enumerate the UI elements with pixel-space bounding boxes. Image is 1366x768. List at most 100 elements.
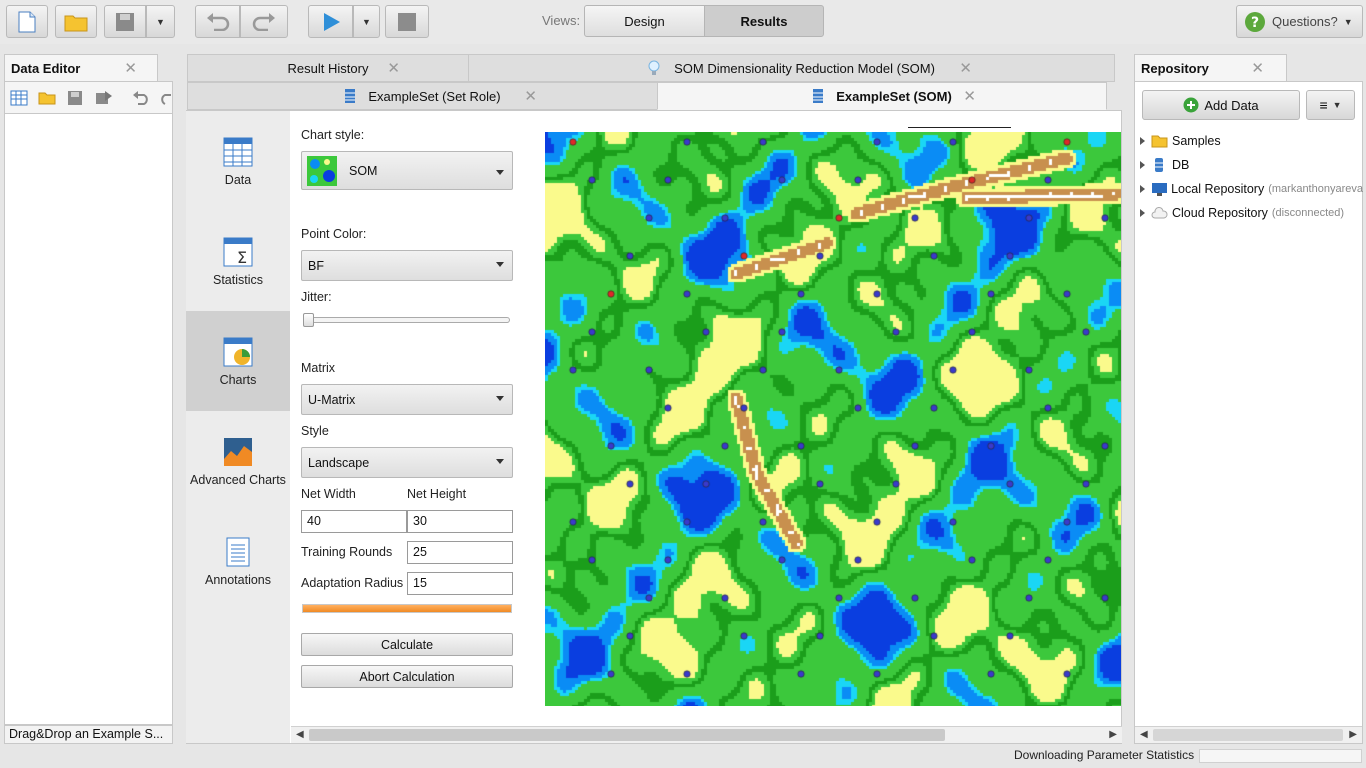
open-process-button[interactable] xyxy=(55,5,97,38)
net-height-field[interactable]: 30 xyxy=(407,510,513,533)
repo-item-cloud-repository[interactable]: Cloud Repository (disconnected) xyxy=(1140,203,1344,223)
scrollbar-thumb[interactable] xyxy=(1153,729,1343,741)
tab-result-history[interactable]: Result History ✕ xyxy=(187,54,469,82)
chevron-down-icon: ▼ xyxy=(156,16,165,27)
views-label: Views: xyxy=(542,13,581,28)
expand-arrow-icon[interactable] xyxy=(1140,137,1145,145)
redo-icon[interactable] xyxy=(159,91,171,105)
run-dropdown-button[interactable]: ▼ xyxy=(353,5,380,38)
jitter-slider-track[interactable] xyxy=(303,317,510,323)
stop-icon xyxy=(398,12,416,31)
export-icon[interactable] xyxy=(95,90,113,106)
expand-arrow-icon[interactable] xyxy=(1140,209,1145,217)
new-table-icon[interactable] xyxy=(10,90,28,106)
undo-icon[interactable] xyxy=(132,91,150,105)
scroll-left-icon[interactable]: ◀ xyxy=(296,729,304,740)
view-results-button[interactable]: Results xyxy=(704,5,824,37)
repo-item-label: Samples xyxy=(1172,134,1221,148)
run-button[interactable] xyxy=(308,5,353,38)
redo-button[interactable] xyxy=(240,5,288,38)
expand-arrow-icon[interactable] xyxy=(1140,161,1145,169)
sidenav-advanced-charts[interactable]: Advanced Charts xyxy=(186,411,290,521)
repo-item-samples[interactable]: Samples xyxy=(1140,131,1221,151)
stop-button[interactable] xyxy=(385,5,429,38)
close-icon[interactable]: ✕ xyxy=(524,88,537,105)
repo-item-note: (markanthonyareva xyxy=(1268,183,1363,195)
adaptation-radius-label: Adaptation Radius xyxy=(301,576,404,590)
sidenav-label: Advanced Charts xyxy=(190,473,286,487)
scroll-left-icon[interactable]: ◀ xyxy=(1140,729,1148,740)
sidenav-statistics[interactable]: Σ Statistics xyxy=(186,211,290,311)
close-icon[interactable]: ✕ xyxy=(387,60,400,77)
som-landscape-chart[interactable] xyxy=(545,132,1121,706)
chevron-down-icon xyxy=(496,262,504,267)
point-color-select[interactable]: BF xyxy=(301,250,513,281)
calculate-button[interactable]: Calculate xyxy=(301,633,513,656)
progress-fill xyxy=(303,605,511,612)
new-process-button[interactable] xyxy=(6,5,48,38)
close-icon[interactable]: ✕ xyxy=(1251,60,1264,77)
add-data-label: Add Data xyxy=(1204,97,1259,113)
close-icon[interactable]: ✕ xyxy=(963,88,976,105)
data-editor-panel[interactable] xyxy=(4,113,173,725)
tab-repository[interactable]: Repository ✕ xyxy=(1134,54,1287,82)
tab-data-editor[interactable]: Data Editor ✕ xyxy=(4,54,158,82)
tab-exampleset-set-role[interactable]: ExampleSet (Set Role) ✕ xyxy=(187,82,658,110)
chart-style-select[interactable]: SOM xyxy=(301,151,513,190)
style-select[interactable]: Landscape xyxy=(301,447,513,478)
chart-top-rule xyxy=(908,127,1011,128)
data-editor-title: Data Editor xyxy=(11,60,81,76)
scrollbar-thumb[interactable] xyxy=(309,729,945,741)
main-toolbar: ▼ ▼ Views: Design Results ? Questions? ▼ xyxy=(0,0,1366,44)
sidenav-data[interactable]: Data xyxy=(186,111,290,211)
add-data-button[interactable]: Add Data xyxy=(1142,90,1300,120)
svg-text:Σ: Σ xyxy=(237,248,247,267)
som-chart-thumbnail-icon xyxy=(307,155,337,186)
new-process-icon xyxy=(18,11,36,32)
repo-item-db[interactable]: DB xyxy=(1140,155,1189,175)
abort-calculation-button[interactable]: Abort Calculation xyxy=(301,665,513,688)
questions-button[interactable]: ? Questions? ▼ xyxy=(1236,5,1363,38)
sidenav-charts[interactable]: Charts xyxy=(186,311,290,411)
tab-exampleset-som[interactable]: ExampleSet (SOM) ✕ xyxy=(657,82,1107,110)
adaptation-radius-field[interactable]: 15 xyxy=(407,572,513,595)
repository-panel xyxy=(1134,81,1363,744)
annotations-notepad-icon xyxy=(226,537,250,567)
training-rounds-field[interactable]: 25 xyxy=(407,541,513,564)
point-color-value: BF xyxy=(308,258,324,273)
expand-arrow-icon[interactable] xyxy=(1140,185,1145,193)
save-icon[interactable] xyxy=(67,90,83,106)
repository-horizontal-scrollbar[interactable]: ◀ ▶ xyxy=(1135,726,1362,743)
scroll-right-icon[interactable]: ▶ xyxy=(1349,729,1357,740)
redo-icon xyxy=(252,12,275,31)
run-play-icon xyxy=(323,12,340,31)
view-design-button[interactable]: Design xyxy=(584,5,705,37)
repo-item-local-repository[interactable]: Local Repository (markanthonyareva xyxy=(1140,179,1363,199)
chart-horizontal-scrollbar[interactable]: ◀ ▶ xyxy=(291,726,1122,743)
close-icon[interactable]: ✕ xyxy=(959,60,972,77)
chevron-down-icon: ▼ xyxy=(1343,16,1353,27)
tab-som-model[interactable]: SOM Dimensionality Reduction Model (SOM)… xyxy=(468,54,1115,82)
save-button[interactable] xyxy=(104,5,146,38)
calculation-progress-bar xyxy=(302,604,512,613)
open-folder-icon[interactable] xyxy=(38,91,56,105)
add-plus-icon xyxy=(1183,97,1199,113)
close-icon[interactable]: ✕ xyxy=(124,60,137,77)
svg-text:?: ? xyxy=(1251,15,1259,31)
net-width-field[interactable]: 40 xyxy=(301,510,407,533)
sidenav-annotations[interactable]: Annotations xyxy=(186,511,290,611)
jitter-slider-thumb[interactable] xyxy=(303,313,314,327)
tab-label: ExampleSet (Set Role) xyxy=(368,88,501,104)
matrix-select[interactable]: U-Matrix xyxy=(301,384,513,415)
jitter-label: Jitter: xyxy=(301,290,332,304)
scroll-right-icon[interactable]: ▶ xyxy=(1109,729,1117,740)
repository-title: Repository xyxy=(1141,60,1209,76)
style-label: Style xyxy=(301,424,329,438)
matrix-label: Matrix xyxy=(301,361,336,375)
som-u-matrix-canvas xyxy=(545,132,1121,706)
status-progress-bar xyxy=(1199,749,1362,763)
save-dropdown-button[interactable]: ▼ xyxy=(146,5,175,38)
undo-button[interactable] xyxy=(195,5,240,38)
repository-menu-button[interactable]: ≡ ▼ xyxy=(1306,90,1355,120)
repo-item-label: Cloud Repository xyxy=(1172,206,1268,220)
